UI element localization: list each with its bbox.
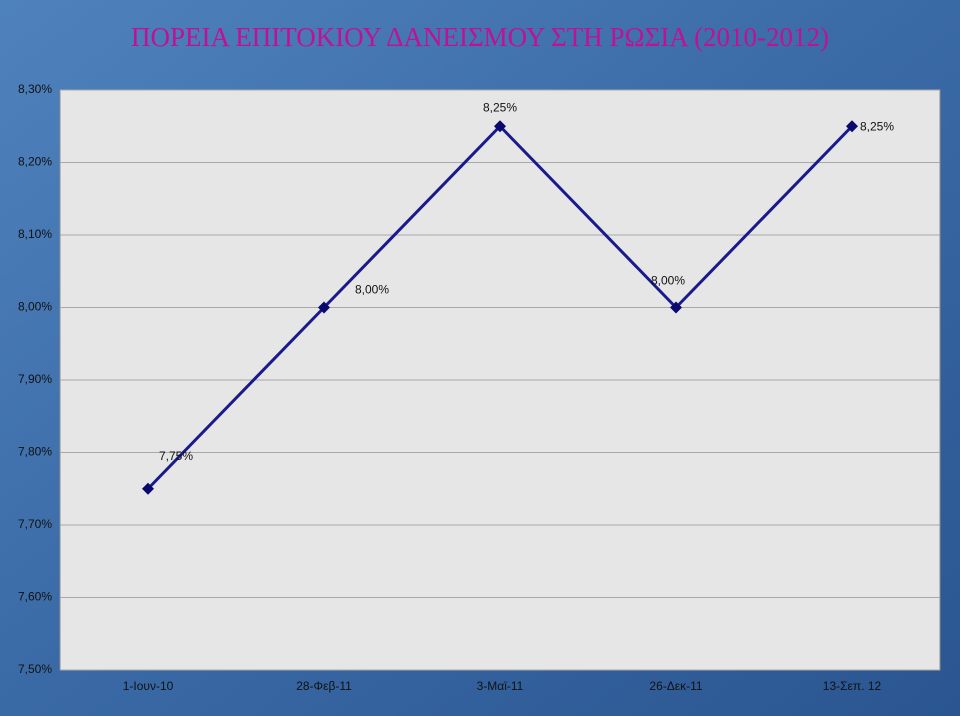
data-label: 8,00% xyxy=(355,283,389,297)
y-tick-label: 7,60% xyxy=(18,590,52,604)
marker xyxy=(318,301,330,314)
x-tick-label: 3-Μαϊ-11 xyxy=(477,679,524,693)
y-tick-label: 8,00% xyxy=(18,300,52,314)
y-tick-label: 7,90% xyxy=(18,372,52,386)
marker xyxy=(494,120,506,133)
marker xyxy=(142,482,154,495)
x-tick-label: 26-Δεκ-11 xyxy=(649,679,702,693)
x-tick-label: 1-Ιουν-10 xyxy=(123,679,174,693)
y-tick-label: 7,70% xyxy=(18,517,52,531)
marker xyxy=(670,301,682,314)
x-tick-label: 13-Σεπ. 12 xyxy=(823,679,882,693)
data-label: 7,75% xyxy=(159,449,193,463)
y-tick-label: 8,20% xyxy=(18,155,52,169)
data-label: 8,25% xyxy=(483,100,517,114)
marker xyxy=(846,120,858,133)
y-tick-label: 8,10% xyxy=(18,227,52,241)
x-tick-label: 28-Φεβ-11 xyxy=(296,679,352,693)
y-tick-label: 8,30% xyxy=(18,82,52,96)
data-label: 8,00% xyxy=(651,274,685,288)
data-label: 8,25% xyxy=(860,119,894,133)
y-tick-label: 7,50% xyxy=(18,662,52,676)
chart-title: ΠΟΡΕΙΑ ΕΠΙΤΟΚΙΟΥ ΔΑΝΕΙΣΜΟΥ ΣΤΗ ΡΩΣΙΑ (20… xyxy=(131,22,829,52)
y-tick-label: 7,80% xyxy=(18,445,52,459)
